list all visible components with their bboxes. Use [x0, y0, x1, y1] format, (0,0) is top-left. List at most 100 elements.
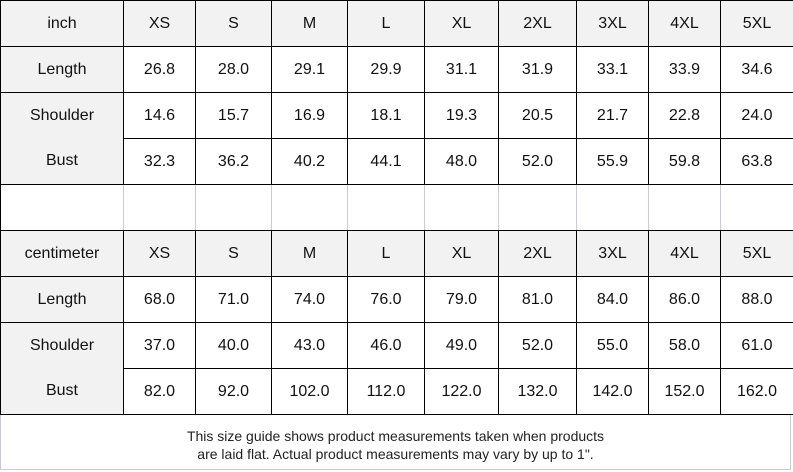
- measurement-value: 14.6: [123, 92, 196, 139]
- size-header: XS: [123, 0, 196, 47]
- measurement-value: 29.1: [271, 46, 348, 93]
- measurement-value: 59.8: [648, 138, 721, 185]
- size-header: XS: [123, 230, 196, 277]
- note-line-1: This size guide shows product measuremen…: [186, 428, 605, 444]
- measurement-value: 22.8: [648, 92, 721, 139]
- measurement-value: 58.0: [648, 322, 721, 369]
- empty-cell: [648, 184, 721, 231]
- centimeter-header-row: centimeter XS S M L XL 2XL 3XL 4XL 5XL: [0, 230, 793, 277]
- measurement-label: Shoulder: [0, 92, 124, 139]
- measurement-value: 122.0: [424, 368, 499, 415]
- measurement-value: 102.0: [271, 368, 348, 415]
- measurement-value: 74.0: [271, 276, 348, 323]
- table-row: Length 26.8 28.0 29.1 29.9 31.1 31.9 33.1 33.9 34…: [0, 46, 793, 93]
- empty-cell: [424, 184, 499, 231]
- measurement-label: Shoulder: [0, 322, 124, 369]
- measurement-value: 16.9: [271, 92, 348, 139]
- measurement-value: 33.9: [648, 46, 721, 93]
- size-header: M: [271, 0, 348, 47]
- unit-label: centimeter: [0, 230, 124, 277]
- note-line-2: are laid flat. Actual product measuremen…: [197, 446, 594, 462]
- measurement-value: 49.0: [424, 322, 499, 369]
- measurement-value: 33.1: [576, 46, 649, 93]
- empty-cell: [195, 184, 272, 231]
- measurement-label: Length: [0, 276, 124, 323]
- measurement-value: 43.0: [271, 322, 348, 369]
- measurement-value: 31.9: [498, 46, 577, 93]
- table-row: Length 68.0 71.0 74.0 76.0 79.0 81.0 84.0 86.0 88…: [0, 276, 793, 323]
- empty-cell: [576, 184, 649, 231]
- measurement-value: 61.0: [720, 322, 793, 369]
- measurement-value: 76.0: [347, 276, 425, 323]
- empty-cell: [123, 184, 196, 231]
- size-header: S: [195, 230, 272, 277]
- measurement-value: 55.9: [576, 138, 649, 185]
- measurement-value: 34.6: [720, 46, 793, 93]
- measurement-value: 142.0: [576, 368, 649, 415]
- size-header: L: [347, 230, 425, 277]
- measurement-value: 28.0: [195, 46, 272, 93]
- measurement-value: 15.7: [195, 92, 272, 139]
- measurement-value: 37.0: [123, 322, 196, 369]
- measurement-label: Bust: [0, 368, 124, 415]
- inch-header-row: inch XS S M L XL 2XL 3XL 4XL 5XL: [0, 0, 793, 47]
- measurement-value: 162.0: [720, 368, 793, 415]
- size-header: XL: [424, 0, 499, 47]
- size-header: 5XL: [720, 0, 793, 47]
- table-row: Bust 82.0 92.0 102.0 112.0 122.0 132.0 142.0 152…: [0, 368, 793, 415]
- empty-cell: [0, 184, 124, 231]
- measurement-value: 55.0: [576, 322, 649, 369]
- measurement-value: 132.0: [498, 368, 577, 415]
- size-header: 4XL: [648, 0, 721, 47]
- size-header: 4XL: [648, 230, 721, 277]
- size-header: M: [271, 230, 348, 277]
- measurement-value: 18.1: [347, 92, 425, 139]
- size-header: 3XL: [576, 230, 649, 277]
- size-header: XL: [424, 230, 499, 277]
- measurement-value: 36.2: [195, 138, 272, 185]
- size-chart-table: inch XS S M L XL 2XL 3XL 4XL 5XL Length 26.8 28.0 29.…: [0, 0, 793, 415]
- measurement-value: 32.3: [123, 138, 196, 185]
- measurement-value: 112.0: [347, 368, 425, 415]
- measurement-value: 31.1: [424, 46, 499, 93]
- measurement-value: 86.0: [648, 276, 721, 323]
- measurement-value: 52.0: [498, 322, 577, 369]
- measurement-value: 71.0: [195, 276, 272, 323]
- size-guide-note: This size guide shows product measuremen…: [0, 415, 791, 470]
- measurement-value: 19.3: [424, 92, 499, 139]
- size-header: L: [347, 0, 425, 47]
- measurement-value: 79.0: [424, 276, 499, 323]
- measurement-value: 52.0: [498, 138, 577, 185]
- measurement-value: 40.0: [195, 322, 272, 369]
- measurement-value: 82.0: [123, 368, 196, 415]
- size-header: 3XL: [576, 0, 649, 47]
- measurement-value: 48.0: [424, 138, 499, 185]
- measurement-value: 21.7: [576, 92, 649, 139]
- measurement-value: 26.8: [123, 46, 196, 93]
- spacer-row: [0, 184, 793, 231]
- measurement-value: 46.0: [347, 322, 425, 369]
- empty-cell: [720, 184, 793, 231]
- measurement-value: 20.5: [498, 92, 577, 139]
- measurement-value: 152.0: [648, 368, 721, 415]
- table-row: Shoulder 37.0 40.0 43.0 46.0 49.0 52.0 55.0 58.0…: [0, 322, 793, 369]
- measurement-value: 29.9: [347, 46, 425, 93]
- measurement-value: 63.8: [720, 138, 793, 185]
- empty-cell: [347, 184, 425, 231]
- measurement-value: 92.0: [195, 368, 272, 415]
- measurement-label: Length: [0, 46, 124, 93]
- empty-cell: [271, 184, 348, 231]
- size-header: 2XL: [498, 230, 577, 277]
- measurement-value: 68.0: [123, 276, 196, 323]
- table-row: Shoulder 14.6 15.7 16.9 18.1 19.3 20.5 21.7 22.8…: [0, 92, 793, 139]
- measurement-value: 88.0: [720, 276, 793, 323]
- measurement-value: 40.2: [271, 138, 348, 185]
- size-header: 2XL: [498, 0, 577, 47]
- unit-label: inch: [0, 0, 124, 47]
- size-header: 5XL: [720, 230, 793, 277]
- measurement-value: 81.0: [498, 276, 577, 323]
- table-row: Bust 32.3 36.2 40.2 44.1 48.0 52.0 55.9 59.8 63.8: [0, 138, 793, 185]
- measurement-label: Bust: [0, 138, 124, 185]
- size-header: S: [195, 0, 272, 47]
- empty-cell: [498, 184, 577, 231]
